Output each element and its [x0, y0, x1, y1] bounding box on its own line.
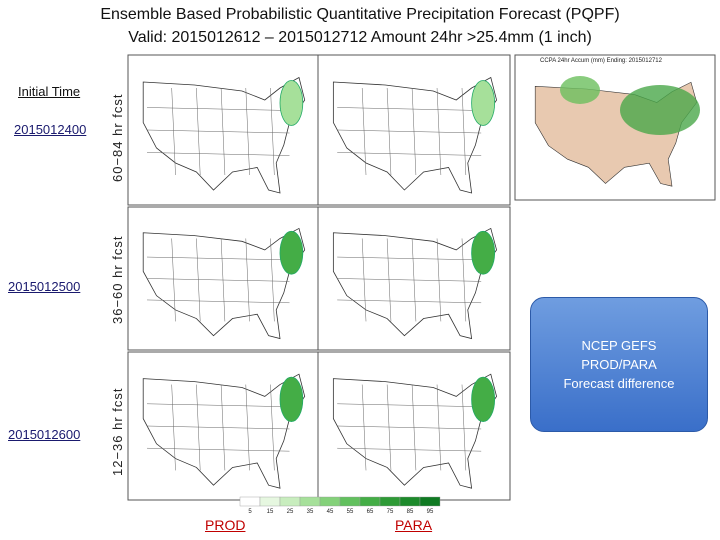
colorbar-segment — [239, 496, 261, 507]
colorbar-segment — [339, 496, 361, 507]
colorbar-tick-label: 35 — [307, 509, 314, 515]
colorbar-tick-label: 5 — [248, 509, 252, 515]
state-line — [436, 87, 442, 176]
state-line — [146, 278, 290, 282]
precip-area — [471, 80, 496, 126]
state-line — [337, 107, 482, 111]
state-line — [436, 384, 442, 471]
state-line — [146, 403, 290, 408]
state-line — [337, 403, 482, 408]
state-line — [196, 384, 201, 471]
state-line — [196, 238, 201, 322]
state-line — [171, 87, 176, 176]
state-line — [245, 238, 250, 322]
colorbar-tick-label: 55 — [347, 509, 354, 515]
state-line — [337, 425, 482, 430]
row-lead: 36−60 hr fcst — [110, 235, 125, 324]
title-line: Ensemble Based Probabilistic Quantitativ… — [100, 6, 620, 23]
state-line — [146, 129, 290, 134]
initial-time-label: Initial Time — [18, 84, 81, 99]
state-line — [337, 447, 482, 452]
precip-area — [279, 80, 304, 126]
precip-area — [471, 376, 496, 422]
state-line — [461, 238, 467, 322]
state-line — [196, 87, 201, 176]
colorbar-segment — [259, 496, 281, 507]
column-label: PROD — [205, 517, 246, 533]
us-outline — [332, 76, 497, 194]
colorbar-tick-label: 15 — [267, 509, 274, 515]
row-lead: 12−36 hr fcst — [110, 387, 125, 476]
state-line — [146, 107, 290, 111]
state-line — [270, 238, 275, 322]
state-line — [461, 87, 467, 176]
us-outline — [142, 373, 306, 489]
state-line — [245, 87, 250, 176]
colorbar-tick-label: 65 — [367, 509, 374, 515]
state-line — [386, 238, 392, 322]
title-line: Valid: 2015012612 – 2015012712 Amount 24… — [128, 29, 592, 46]
colorbar-tick-label: 85 — [407, 509, 414, 515]
row-date: 2015012500 — [8, 279, 81, 294]
state-line — [337, 129, 482, 134]
state-line — [171, 384, 176, 471]
us-outline — [332, 227, 497, 340]
row-date: 2015012400 — [14, 122, 87, 137]
column-label: PARA — [395, 517, 433, 533]
state-line — [361, 87, 367, 176]
precip-area — [279, 230, 304, 275]
state-line — [337, 299, 482, 304]
state-line — [361, 384, 367, 471]
state-line — [270, 87, 275, 176]
state-line — [386, 384, 392, 471]
observed-header: CCPA 24hr Accum (mm) Ending: 2015012712 — [540, 58, 663, 64]
state-line — [337, 256, 482, 261]
row-date: 2015012600 — [8, 427, 81, 442]
state-line — [270, 384, 275, 471]
precip-area — [471, 230, 496, 275]
state-line — [337, 152, 482, 156]
state-line — [245, 384, 250, 471]
state-line — [171, 238, 176, 322]
note: NCEP GEFS PROD/PARA Forecast difference — [563, 338, 675, 391]
state-line — [436, 238, 442, 322]
us-outline — [142, 76, 306, 194]
colorbar-tick-label: 75 — [387, 509, 394, 515]
colorbar-tick-label: 45 — [327, 509, 334, 515]
state-line — [386, 87, 392, 176]
us-outline — [332, 373, 497, 489]
colorbar-segment — [399, 496, 421, 507]
observed-precip — [620, 85, 700, 135]
colorbar-segment — [379, 496, 401, 507]
note-box: NCEP GEFS PROD/PARA Forecast difference — [530, 297, 708, 432]
state-line — [146, 447, 290, 452]
state-line — [146, 299, 290, 304]
state-line — [146, 425, 290, 430]
colorbar-segment — [419, 496, 441, 507]
state-line — [461, 384, 467, 471]
us-outline — [142, 227, 306, 340]
colorbar-segment — [319, 496, 341, 507]
state-line — [337, 278, 482, 282]
state-line — [146, 256, 290, 261]
observed-precip — [560, 76, 600, 104]
colorbar-tick-label: 95 — [427, 509, 434, 515]
state-line — [361, 238, 367, 322]
row-lead: 60−84 hr fcst — [110, 93, 125, 182]
colorbar-segment — [279, 496, 301, 507]
colorbar-segment — [299, 496, 321, 507]
colorbar-segment — [359, 496, 381, 507]
precip-area — [279, 376, 304, 422]
state-line — [146, 152, 290, 156]
colorbar-tick-label: 25 — [287, 509, 294, 515]
